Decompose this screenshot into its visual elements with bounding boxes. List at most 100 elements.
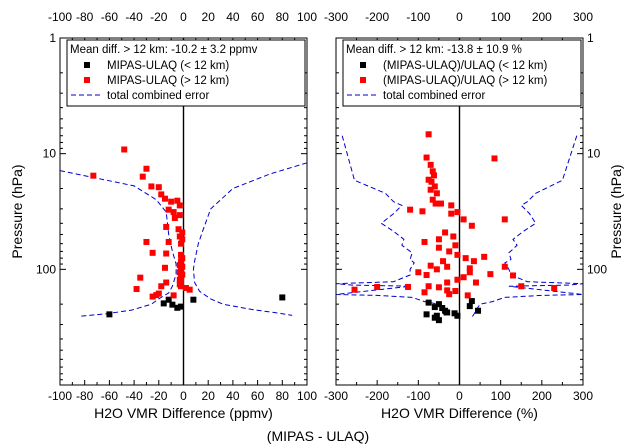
data-point [171,215,178,222]
data-point [163,279,170,286]
data-point [165,296,172,303]
data-point [432,200,439,207]
data-point [423,154,430,161]
legend-swatch [360,62,366,68]
top-tick-label: 100 [491,10,511,24]
data-point [501,263,508,270]
footer-label: (MIPAS - ULAQ) [267,428,369,444]
data-point [425,283,432,290]
data-point [186,286,193,293]
data-point [407,206,414,213]
data-point [452,288,459,295]
data-point [444,309,451,316]
data-point [435,244,442,251]
data-point [433,190,440,197]
data-point [179,255,186,262]
top-tick-label: 40 [226,10,240,24]
data-point [462,255,469,262]
data-point [178,258,185,265]
top-tick-label: 20 [202,10,216,24]
data-point [170,292,177,299]
legend-annotation: Mean diff. > 12 km: -13.8 ± 10.9 % [346,44,522,56]
x-tick-label: -100 [406,389,430,403]
data-point [442,229,449,236]
top-tick-label: -40 [125,10,143,24]
data-point [491,155,498,162]
data-point [106,311,113,318]
data-point [440,258,447,265]
data-point [178,240,185,247]
legend-annotation: Mean diff. > 12 km: -10.2 ± 3.2 ppmv [70,44,258,56]
x-axis-label: H2O VMR Difference (ppmv) [94,405,273,421]
data-point [450,233,457,240]
data-point [121,146,128,153]
panel-left-ppmv: -100 -80 -60 -40 -20 0 20 40 60 80 100-100 -80 -60 -4… [9,10,317,421]
x-tick-label: -40 [125,389,143,403]
x-tick-label: 0 [456,389,463,403]
data-point [444,279,451,286]
legend-swatch [84,62,90,68]
x-tick-label: -80 [76,389,94,403]
data-point [475,307,482,314]
top-tick-label: 200 [532,10,552,24]
x-tick-label: 300 [573,389,593,403]
data-point [133,286,140,293]
data-point [460,216,467,223]
data-point [423,272,430,279]
data-point [163,223,170,230]
data-point [501,216,508,223]
data-point [472,279,479,286]
data-point [176,212,183,219]
data-point [168,198,175,205]
legend-entry: (MIPAS-ULAQ)/ULAQ (< 12 km) [383,60,548,72]
y-tick-label: 10 [43,147,57,161]
data-point [137,274,144,281]
data-point [419,208,426,215]
x-tick-label: 80 [276,389,290,403]
data-point [178,283,185,290]
data-point [179,236,186,243]
data-point [148,183,155,190]
data-point [428,178,435,185]
data-point [163,250,170,257]
top-tick-label: -80 [76,10,94,24]
data-point [149,293,156,300]
data-point [468,298,475,305]
data-point [351,286,358,293]
data-point [454,312,461,319]
data-point [466,303,473,310]
x-tick-label: -300 [324,389,348,403]
y-axis-label: Pressure (hPa) [9,164,25,258]
top-tick-label: 80 [276,10,290,24]
data-point [165,206,172,213]
data-point [454,276,461,283]
x-tick-label: -60 [101,389,119,403]
data-point [178,251,185,258]
data-point [429,196,436,203]
data-point [431,314,438,321]
data-point [179,229,186,236]
top-tick-label: -200 [365,10,389,24]
legend-entry: MIPAS-ULAQ (< 12 km) [107,60,229,72]
x-tick-label: 100 [297,389,317,403]
data-point [518,283,525,290]
error-envelope-right [471,135,584,318]
data-point [161,264,168,271]
data-point [90,172,97,179]
y-tick-label: 100 [587,262,607,276]
data-point [430,172,437,179]
x-tick-label: 60 [251,389,265,403]
data-point [153,292,160,299]
error-envelope-left [59,170,177,317]
data-point [427,186,434,193]
x-tick-label: 0 [180,389,187,403]
top-tick-label: -100 [406,10,430,24]
legend-swatch [84,77,90,83]
data-point [446,291,453,298]
data-point [433,266,440,273]
top-tick-label: 0 [456,10,463,24]
x-tick-label: -20 [150,389,168,403]
x-tick-label: -100 [48,389,72,403]
data-point [427,161,434,168]
data-point [437,200,444,207]
